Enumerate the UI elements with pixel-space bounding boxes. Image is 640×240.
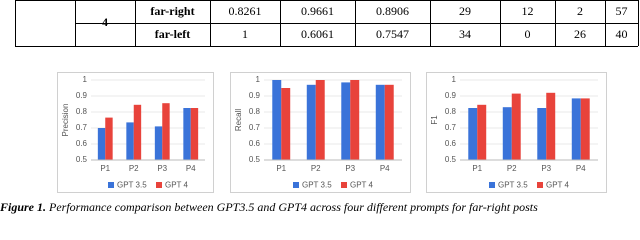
table-cell: 0.8906 xyxy=(376,4,409,18)
table-cell: far-right xyxy=(150,4,194,18)
y-tick-label: 1 xyxy=(452,75,457,84)
bar xyxy=(272,80,282,160)
y-tick-label: 0.5 xyxy=(76,155,88,164)
x-tick-label: P3 xyxy=(157,164,167,173)
x-tick-label: P2 xyxy=(129,164,139,173)
caption-label: Figure 1. xyxy=(0,200,46,214)
bar xyxy=(162,103,170,160)
table-cell: 0.9661 xyxy=(301,4,334,18)
y-tick-label: 0.6 xyxy=(76,139,88,148)
chart-frame xyxy=(57,72,214,193)
table-cell: 12 xyxy=(522,4,534,18)
chart-frame xyxy=(426,72,607,193)
x-tick-label: P2 xyxy=(507,164,517,173)
legend-label: GPT 3.5 xyxy=(498,181,528,190)
bar xyxy=(375,84,385,160)
bar xyxy=(341,82,351,160)
legend-swatch xyxy=(293,182,299,188)
table-cell: 26 xyxy=(574,27,586,41)
table-cell: 0.7547 xyxy=(376,27,409,41)
chart-frame xyxy=(230,72,411,193)
bar xyxy=(190,108,199,160)
y-tick-label: 0.6 xyxy=(249,139,261,148)
x-tick-label: P1 xyxy=(276,164,286,173)
x-tick-label: P4 xyxy=(380,164,390,173)
x-tick-label: P1 xyxy=(472,164,482,173)
x-tick-label: P4 xyxy=(576,164,586,173)
y-tick-label: 1 xyxy=(256,75,261,84)
table-cell: 4 xyxy=(102,15,108,29)
bar xyxy=(511,93,521,160)
caption: Figure 1. Performance comparison between… xyxy=(0,200,538,214)
y-tick-label: 0.5 xyxy=(445,155,457,164)
bar xyxy=(183,108,191,160)
bar xyxy=(105,117,113,160)
bar xyxy=(315,80,325,160)
legend-label: GPT 4 xyxy=(546,181,570,190)
legend-label: GPT 3.5 xyxy=(117,181,147,190)
y-tick-label: 0.8 xyxy=(76,107,88,116)
x-tick-label: P3 xyxy=(345,164,355,173)
y-axis-label: Recall xyxy=(234,109,243,131)
y-tick-label: 0.7 xyxy=(76,123,88,132)
y-tick-label: 0.8 xyxy=(249,107,261,116)
y-axis-label: Precision xyxy=(61,104,70,137)
bar xyxy=(306,84,316,160)
legend-swatch xyxy=(156,182,162,188)
legend-swatch xyxy=(537,182,543,188)
bar xyxy=(97,128,106,160)
bar xyxy=(580,98,590,160)
y-tick-label: 0.8 xyxy=(445,107,457,116)
bar xyxy=(468,108,478,160)
page: Figure 1. Performance comparison between… xyxy=(0,0,639,214)
table-cell: 0 xyxy=(525,27,531,41)
table-cell: 2 xyxy=(577,4,583,18)
y-tick-label: 1 xyxy=(83,75,88,84)
bar xyxy=(281,88,291,160)
table-cell: 34 xyxy=(459,27,471,41)
legend-label: GPT 3.5 xyxy=(302,181,332,190)
bar xyxy=(384,84,394,160)
table-cell: 0.8261 xyxy=(229,4,262,18)
table-cell: 1 xyxy=(242,27,248,41)
x-tick-label: P2 xyxy=(311,164,321,173)
caption-text: Performance comparison between GPT3.5 an… xyxy=(48,200,538,214)
bar xyxy=(350,80,360,160)
bar xyxy=(502,107,512,160)
bar xyxy=(126,122,134,160)
legend-swatch xyxy=(489,182,495,188)
x-tick-label: P4 xyxy=(186,164,196,173)
bar xyxy=(154,126,163,160)
legend-label: GPT 4 xyxy=(165,181,189,190)
bar xyxy=(546,92,556,160)
y-axis-label: F1 xyxy=(430,115,439,125)
bar xyxy=(537,108,547,160)
legend-swatch xyxy=(341,182,347,188)
table-cell: 0.6061 xyxy=(301,27,334,41)
x-tick-label: P1 xyxy=(100,164,110,173)
legend-swatch xyxy=(108,182,114,188)
y-tick-label: 0.9 xyxy=(445,91,457,100)
bar xyxy=(133,104,142,160)
y-tick-label: 0.6 xyxy=(445,139,457,148)
bar xyxy=(571,98,581,160)
y-tick-label: 0.9 xyxy=(249,91,261,100)
bar xyxy=(477,104,487,160)
x-tick-label: P3 xyxy=(541,164,551,173)
legend-label: GPT 4 xyxy=(350,181,374,190)
y-tick-label: 0.7 xyxy=(249,123,261,132)
y-tick-label: 0.7 xyxy=(445,123,457,132)
table-cell: 57 xyxy=(616,4,628,18)
table-cell: 40 xyxy=(616,27,628,41)
table-cell: 29 xyxy=(459,4,471,18)
y-tick-label: 0.5 xyxy=(249,155,261,164)
table-cell: far-left xyxy=(155,27,191,41)
y-tick-label: 0.9 xyxy=(76,91,88,100)
